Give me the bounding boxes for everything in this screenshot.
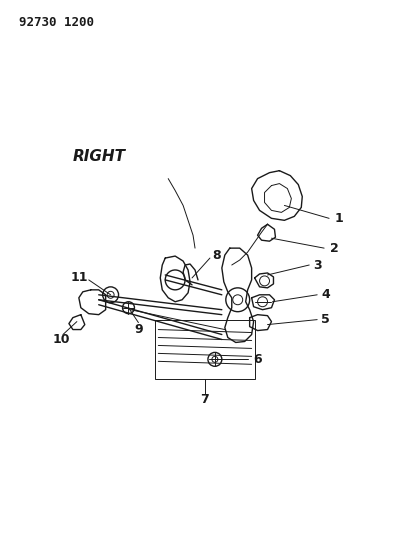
Text: 5: 5	[321, 313, 330, 326]
Text: 11: 11	[71, 271, 88, 285]
Text: 9: 9	[135, 323, 143, 336]
Text: RIGHT: RIGHT	[73, 149, 126, 164]
Text: 7: 7	[201, 393, 209, 406]
Text: 10: 10	[53, 333, 70, 346]
Text: 1: 1	[335, 212, 344, 225]
Bar	[155, 320, 255, 379]
Text: 92730 1200: 92730 1200	[19, 16, 94, 29]
Text: 6: 6	[254, 353, 262, 366]
Text: 2: 2	[330, 241, 339, 255]
Text: 3: 3	[313, 259, 322, 271]
Text: 8: 8	[212, 248, 220, 262]
Text: 4: 4	[321, 288, 330, 301]
